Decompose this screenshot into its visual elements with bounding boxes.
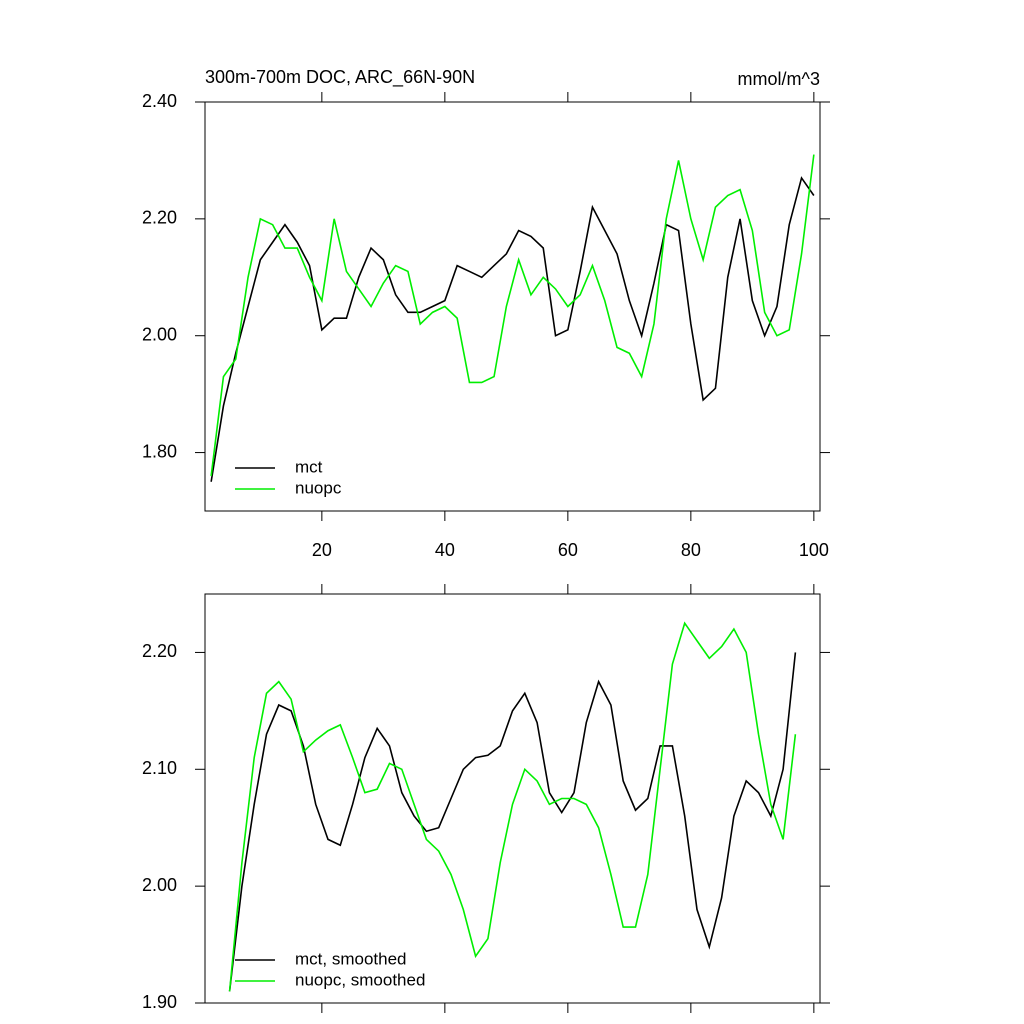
data-line (228, 652, 797, 992)
legend-label: nuopc, smoothed (295, 970, 425, 989)
y-tick-label: 1.90 (142, 992, 177, 1012)
units-label: mmol/m^3 (738, 69, 820, 89)
data-line (228, 621, 797, 992)
legend-label: mct (295, 457, 323, 476)
legend-label: nuopc (295, 478, 342, 497)
x-tick-label: 80 (681, 540, 701, 560)
chart-title: 300m-700m DOC, ARC_66N-90N (205, 67, 475, 88)
y-tick-label: 2.40 (142, 91, 177, 111)
y-tick-label: 1.80 (142, 441, 177, 461)
x-tick-label: 100 (799, 540, 829, 560)
y-tick-label: 2.00 (142, 875, 177, 895)
legend-label: mct, smoothed (295, 949, 407, 968)
y-tick-label: 2.00 (142, 324, 177, 344)
data-line (210, 154, 815, 477)
y-tick-label: 2.20 (142, 641, 177, 661)
x-tick-label: 40 (435, 540, 455, 560)
plot-frame (204, 593, 821, 1004)
plot-frame (204, 101, 821, 512)
x-tick-label: 20 (312, 540, 332, 560)
y-tick-label: 2.10 (142, 758, 177, 778)
data-line (210, 176, 815, 482)
y-tick-label: 2.20 (142, 208, 177, 228)
x-tick-label: 60 (558, 540, 578, 560)
